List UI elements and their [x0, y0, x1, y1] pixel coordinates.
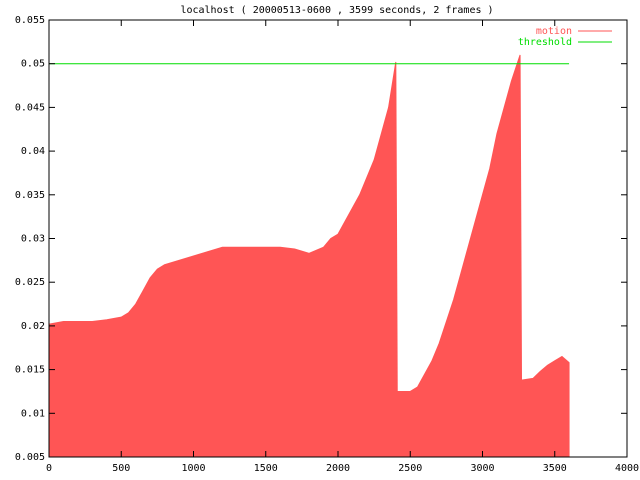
- x-tick-label: 4000: [615, 463, 639, 474]
- x-tick-label: 2500: [398, 463, 422, 474]
- x-tick-label: 3500: [543, 463, 567, 474]
- y-tick-label: 0.055: [15, 15, 45, 26]
- y-tick-label: 0.01: [21, 408, 45, 419]
- x-tick-label: 1500: [254, 463, 278, 474]
- x-tick-label: 3000: [470, 463, 494, 474]
- y-tick-label: 0.03: [21, 234, 45, 245]
- x-tick-label: 1000: [181, 463, 205, 474]
- legend-label: threshold: [518, 37, 572, 48]
- chart-title: localhost ( 20000513-0600 , 3599 seconds…: [180, 5, 493, 16]
- y-tick-label: 0.035: [15, 190, 45, 201]
- y-tick-label: 0.02: [21, 321, 45, 332]
- motion-area: [48, 54, 570, 458]
- y-tick-label: 0.045: [15, 102, 45, 113]
- y-tick-label: 0.025: [15, 277, 45, 288]
- y-tick-label: 0.005: [15, 452, 45, 463]
- x-tick-label: 2000: [326, 463, 350, 474]
- y-tick-label: 0.05: [21, 59, 45, 70]
- x-tick-label: 0: [46, 463, 52, 474]
- x-tick-label: 500: [112, 463, 130, 474]
- legend-label: motion: [536, 26, 572, 37]
- y-tick-label: 0.015: [15, 365, 45, 376]
- y-tick-label: 0.04: [21, 146, 45, 157]
